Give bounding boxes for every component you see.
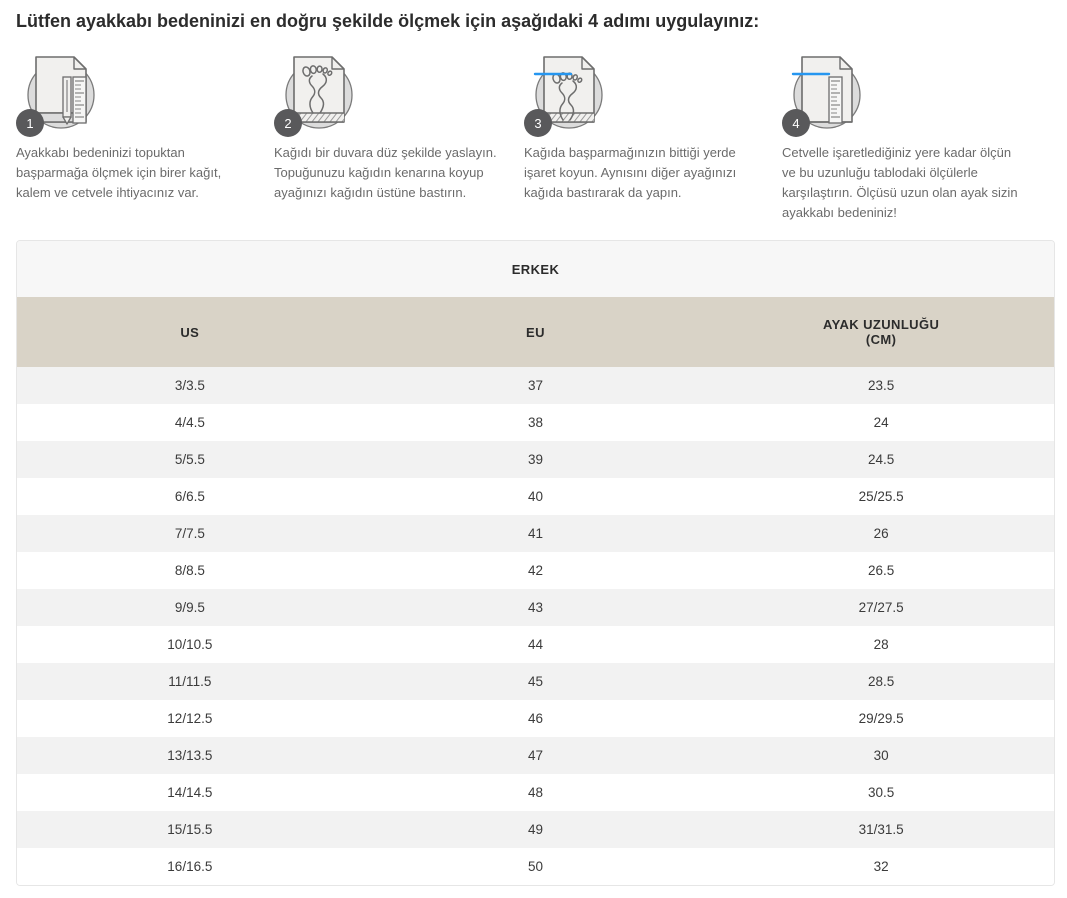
svg-text:1: 1 (26, 116, 33, 131)
svg-text:2: 2 (284, 116, 291, 131)
svg-text:3: 3 (534, 116, 541, 131)
svg-text:4: 4 (792, 116, 799, 131)
